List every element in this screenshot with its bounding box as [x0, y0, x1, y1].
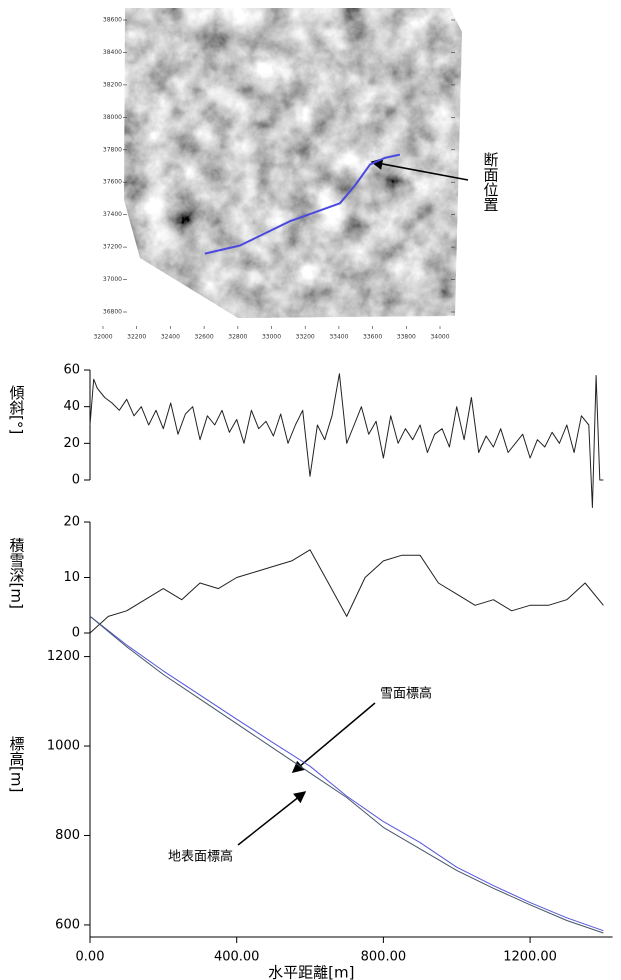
map-y-tick-label: 37200 — [103, 244, 122, 251]
y-tick-label: 1000 — [47, 739, 80, 754]
y-axis-label: 積雪深[m] — [8, 538, 26, 609]
snow-arrow — [293, 703, 375, 772]
aerial-photo — [120, 5, 465, 320]
map-y-tick-label: 37400 — [103, 211, 122, 218]
data-line — [90, 550, 603, 633]
map-y-tick-label: 37000 — [103, 276, 122, 283]
y-tick-label: 10 — [63, 570, 80, 585]
data-line — [90, 374, 603, 508]
y-tick-label: 0 — [72, 473, 80, 488]
map-y-tick-label: 37800 — [103, 146, 122, 153]
map-x-tick-label: 34000 — [430, 334, 449, 341]
y-axis-label: 傾斜[°] — [8, 385, 26, 434]
map-x-tick-label: 32000 — [93, 334, 112, 341]
y-axis-label: 標高[m] — [8, 736, 26, 792]
snow-surface-label: 雪面標高 — [380, 686, 432, 702]
y-tick-label: 0 — [72, 626, 80, 641]
ground-arrow — [238, 792, 305, 845]
map-x-tick-label: 33200 — [296, 334, 315, 341]
map-x-tick-label: 32200 — [127, 334, 146, 341]
y-tick-label: 1200 — [47, 649, 80, 664]
map-y-tick-label: 38400 — [103, 49, 122, 56]
map-y-tick-label: 36800 — [103, 309, 122, 316]
map-x-tick-label: 33000 — [262, 334, 281, 341]
map-y-tick-label: 38200 — [103, 81, 122, 88]
map-x-tick-label: 33600 — [363, 334, 382, 341]
map-x-tick-label: 33800 — [397, 334, 416, 341]
data-line — [90, 616, 603, 930]
map-y-tick-label: 38000 — [103, 114, 122, 121]
map-y-tick-label: 37600 — [103, 179, 122, 186]
route-label: 断面位置 — [482, 152, 500, 212]
ground-surface-label: 地表面標高 — [168, 849, 233, 865]
x-tick-label: 400.00 — [214, 950, 260, 965]
y-tick-label: 800 — [55, 828, 80, 843]
x-tick-label: 0.00 — [76, 950, 105, 965]
y-tick-label: 20 — [63, 436, 80, 451]
figure: 断面位置 雪面標高 地表面標高 36800 37000 37200 37400 3760… — [0, 0, 621, 980]
map-x-tick-label: 32600 — [195, 334, 214, 341]
map-x-tick-label: 33400 — [329, 334, 348, 341]
y-tick-label: 60 — [63, 363, 80, 378]
data-line — [90, 616, 603, 933]
y-tick-label: 40 — [63, 399, 80, 414]
x-tick-label: 1200.00 — [503, 950, 557, 965]
map-x-tick-label: 32800 — [228, 334, 247, 341]
map-y-tick-label: 38600 — [103, 17, 122, 24]
map-x-tick-label: 32400 — [161, 334, 180, 341]
x-axis-label: 水平距離[m] — [268, 964, 354, 980]
x-tick-label: 800.00 — [361, 950, 407, 965]
y-tick-label: 600 — [55, 917, 80, 932]
y-tick-label: 20 — [63, 515, 80, 530]
page: 断面位置 雪面標高 地表面標高 36800 37000 37200 37400 3760… — [0, 0, 621, 980]
